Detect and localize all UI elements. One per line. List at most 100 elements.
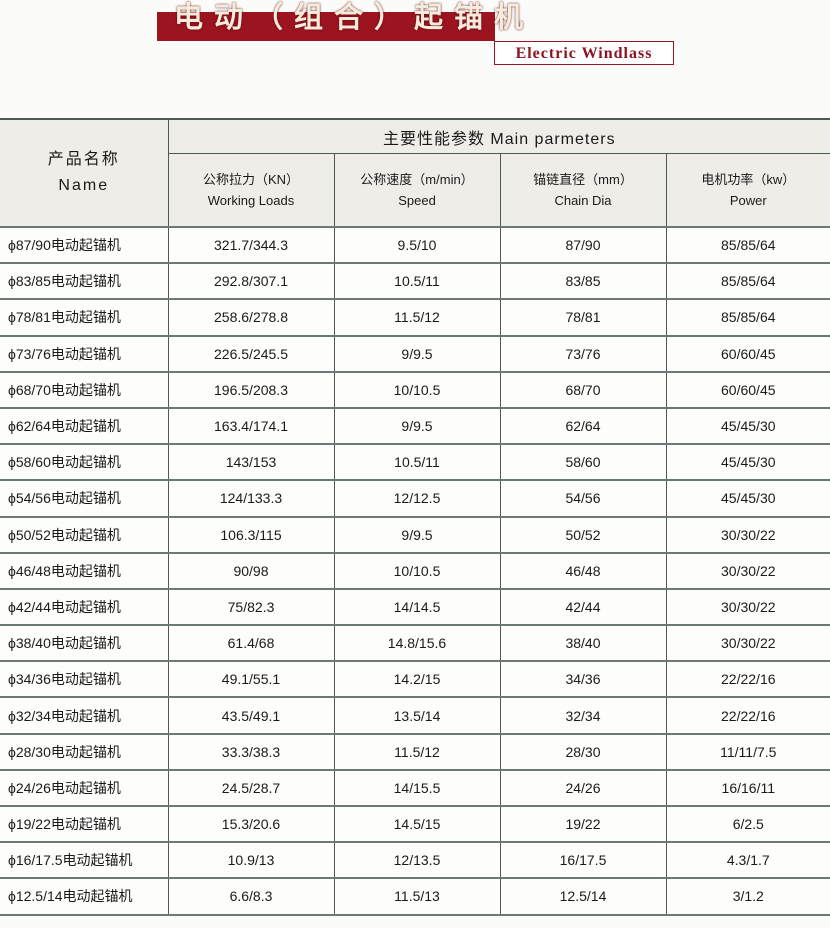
- cell-name: ϕ83/85电动起锚机: [0, 262, 169, 301]
- cell-working-loads: 6.6/8.3: [167, 877, 335, 916]
- table-row: ϕ32/34电动起锚机 43.5/49.1 13.5/14 32/34 22/22/16: [0, 696, 830, 735]
- table-row: ϕ38/40电动起锚机 61.4/68 14.8/15.6 38/40 30/30/22: [0, 624, 830, 663]
- cell-chain-dia: 24/26: [499, 768, 667, 808]
- cell-power: 85/85/64: [665, 262, 830, 301]
- cell-name: ϕ24/26电动起锚机: [0, 768, 169, 808]
- cell-chain-dia: 83/85: [499, 262, 667, 301]
- cell-working-loads: 61.4/68: [167, 624, 335, 663]
- table-row: ϕ68/70电动起锚机 196.5/208.3 10/10.5 68/70 60/60/…: [0, 370, 830, 409]
- cell-speed: 11.5/12: [333, 298, 501, 337]
- cell-chain-dia: 28/30: [499, 732, 667, 771]
- cell-speed: 9/9.5: [333, 334, 501, 373]
- table-row: ϕ87/90电动起锚机 321.7/344.3 9.5/10 87/90 85/85/6…: [0, 225, 830, 265]
- cell-power: 22/22/16: [665, 660, 830, 699]
- cell-speed: 9.5/10: [333, 225, 501, 265]
- cell-name: ϕ46/48电动起锚机: [0, 551, 169, 590]
- table-row: ϕ28/30电动起锚机 33.3/38.3 11.5/12 28/30 11/11/7.…: [0, 732, 830, 771]
- table-row: ϕ12.5/14电动起锚机 6.6/8.3 11.5/13 12.5/14 3/1.2: [0, 877, 830, 916]
- cell-speed: 14/14.5: [333, 587, 501, 627]
- cell-chain-dia: 12.5/14: [499, 877, 667, 916]
- cell-name: ϕ87/90电动起锚机: [0, 225, 169, 265]
- cell-chain-dia: 54/56: [499, 479, 667, 518]
- cell-name: ϕ54/56电动起锚机: [0, 479, 169, 518]
- table-row: ϕ62/64电动起锚机 163.4/174.1 9/9.5 62/64 45/45/30: [0, 406, 830, 446]
- table-row: ϕ50/52电动起锚机 106.3/115 9/9.5 50/52 30/30/22: [0, 515, 830, 554]
- cell-power: 60/60/45: [665, 334, 830, 373]
- cell-chain-dia: 58/60: [499, 443, 667, 482]
- cell-speed: 11.5/13: [333, 877, 501, 916]
- cell-speed: 13.5/14: [333, 696, 501, 735]
- cell-chain-dia: 78/81: [499, 298, 667, 337]
- cell-chain-dia: 19/22: [499, 804, 667, 844]
- cell-speed: 12/13.5: [333, 841, 501, 880]
- cell-name: ϕ78/81电动起锚机: [0, 298, 169, 337]
- cell-working-loads: 196.5/208.3: [167, 370, 335, 409]
- name-header: 产品名称 Name: [0, 118, 169, 228]
- cell-working-loads: 106.3/115: [167, 515, 335, 554]
- cell-working-loads: 124/133.3: [167, 479, 335, 518]
- cell-speed: 9/9.5: [333, 406, 501, 446]
- cell-name: ϕ73/76电动起锚机: [0, 334, 169, 373]
- cell-chain-dia: 38/40: [499, 624, 667, 663]
- cell-speed: 10.5/11: [333, 262, 501, 301]
- cell-speed: 12/12.5: [333, 479, 501, 518]
- cell-name: ϕ68/70电动起锚机: [0, 370, 169, 409]
- cell-speed: 14.2/15: [333, 660, 501, 699]
- table-row: ϕ54/56电动起锚机 124/133.3 12/12.5 54/56 45/45/30: [0, 479, 830, 518]
- specs-table: 产品名称 Name 主要性能参数 Main parmeters 公称拉力（KN）…: [0, 118, 830, 916]
- cell-speed: 10.5/11: [333, 443, 501, 482]
- cell-working-loads: 292.8/307.1: [167, 262, 335, 301]
- cell-chain-dia: 87/90: [499, 225, 667, 265]
- table-row: ϕ73/76电动起锚机 226.5/245.5 9/9.5 73/76 60/60/45: [0, 334, 830, 373]
- cell-chain-dia: 42/44: [499, 587, 667, 627]
- cell-name: ϕ19/22电动起锚机: [0, 804, 169, 844]
- column-header-cn: 锚链直径（mm）: [533, 172, 633, 187]
- cell-power: 60/60/45: [665, 370, 830, 409]
- name-header-cn: 产品名称: [47, 151, 120, 168]
- page-title-cn: 电动（组合）起锚机: [174, 0, 535, 34]
- cell-working-loads: 226.5/245.5: [167, 334, 335, 373]
- table-row: ϕ42/44电动起锚机 75/82.3 14/14.5 42/44 30/30/22: [0, 587, 830, 627]
- cell-name: ϕ42/44电动起锚机: [0, 587, 169, 627]
- group-header: 主要性能参数 Main parmeters: [167, 118, 830, 154]
- cell-power: 85/85/64: [665, 225, 830, 265]
- cell-working-loads: 15.3/20.6: [167, 804, 335, 844]
- cell-power: 4.3/1.7: [665, 841, 830, 880]
- cell-chain-dia: 62/64: [499, 406, 667, 446]
- cell-name: ϕ32/34电动起锚机: [0, 696, 169, 735]
- cell-name: ϕ16/17.5电动起锚机: [0, 841, 169, 880]
- cell-power: 11/11/7.5: [665, 732, 830, 771]
- title-band: [157, 12, 495, 41]
- column-header-en: Power: [729, 193, 767, 208]
- table-row: ϕ78/81电动起锚机 258.6/278.8 11.5/12 78/81 85/85/…: [0, 298, 830, 337]
- column-header-cn: 公称速度（m/min）: [360, 172, 474, 187]
- cell-working-loads: 49.1/55.1: [167, 660, 335, 699]
- cell-working-loads: 258.6/278.8: [167, 298, 335, 337]
- page-title-en: Electric Windlass: [494, 41, 674, 65]
- cell-power: 22/22/16: [665, 696, 830, 735]
- cell-working-loads: 33.3/38.3: [167, 732, 335, 771]
- cell-working-loads: 10.9/13: [167, 841, 335, 880]
- table-row: ϕ58/60电动起锚机 143/153 10.5/11 58/60 45/45/30: [0, 443, 830, 482]
- column-header-cn: 公称拉力（KN）: [202, 172, 300, 187]
- cell-speed: 14/15.5: [333, 768, 501, 808]
- table-row: ϕ46/48电动起锚机 90/98 10/10.5 46/48 30/30/22: [0, 551, 830, 590]
- cell-chain-dia: 32/34: [499, 696, 667, 735]
- cell-chain-dia: 68/70: [499, 370, 667, 409]
- cell-speed: 14.8/15.6: [333, 624, 501, 663]
- cell-speed: 10/10.5: [333, 551, 501, 590]
- cell-chain-dia: 34/36: [499, 660, 667, 699]
- cell-power: 30/30/22: [665, 624, 830, 663]
- cell-name: ϕ28/30电动起锚机: [0, 732, 169, 771]
- column-header-en: Speed: [398, 193, 436, 208]
- cell-speed: 14.5/15: [333, 804, 501, 844]
- cell-power: 16/16/11: [665, 768, 830, 808]
- cell-name: ϕ12.5/14电动起锚机: [0, 877, 169, 916]
- cell-working-loads: 90/98: [167, 551, 335, 590]
- table-row: ϕ16/17.5电动起锚机 10.9/13 12/13.5 16/17.5 4.3/1.…: [0, 841, 830, 880]
- cell-speed: 9/9.5: [333, 515, 501, 554]
- cell-speed: 10/10.5: [333, 370, 501, 409]
- table-row: ϕ83/85电动起锚机 292.8/307.1 10.5/11 83/85 85/85/…: [0, 262, 830, 301]
- cell-power: 45/45/30: [665, 406, 830, 446]
- name-header-en: Name: [58, 177, 110, 194]
